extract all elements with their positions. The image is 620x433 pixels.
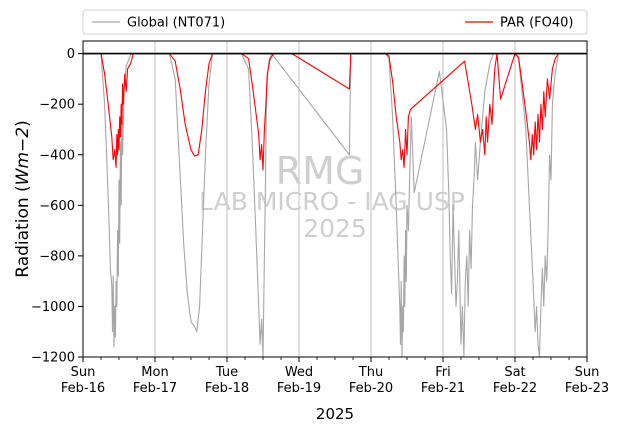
x-tick-day: Wed: [285, 365, 313, 380]
legend-label-global: Global (NT071): [127, 16, 225, 31]
y-axis-label-unit: Wm−2: [13, 127, 33, 185]
y-tick-label: −200: [39, 98, 75, 113]
x-tick-date: Feb-20: [349, 381, 393, 396]
x-tick-date: Feb-17: [133, 381, 177, 396]
x-tick-day: Sat: [504, 365, 525, 380]
x-tick-day: Sun: [71, 365, 96, 380]
y-tick-label: 0: [67, 47, 75, 62]
y-tick-label: −400: [39, 148, 75, 163]
x-tick-date: Feb-23: [565, 381, 609, 396]
legend-box: [82, 9, 588, 35]
legend: Global (NT071) PAR (FO40): [82, 9, 588, 35]
x-tick-date: Feb-18: [205, 381, 249, 396]
x-tick-date: Feb-16: [61, 381, 105, 396]
y-axis: 0 −200 −400 −600 −800 −1000 −1200: [31, 47, 83, 366]
y-axis-label-close: ): [13, 120, 33, 127]
y-tick-label: −1000: [31, 300, 75, 315]
y-tick-label: −600: [39, 199, 75, 214]
watermark-line-2: LAB MICRO - IAG USP: [199, 187, 465, 216]
y-axis-label-main: Radiation (: [13, 185, 33, 277]
x-tick-day: Mon: [141, 365, 168, 380]
y-axis-label: Radiation (Wm−2): [13, 120, 33, 277]
x-tick-date: Feb-22: [493, 381, 537, 396]
watermark-line-3: 2025: [303, 214, 367, 243]
x-tick-day: Tue: [215, 365, 238, 380]
y-tick-label: −1200: [31, 351, 75, 366]
x-tick-day: Fri: [435, 365, 451, 380]
grid-lines: [154, 41, 516, 357]
x-axis: SunFeb-16MonFeb-17TueFeb-18WedFeb-19ThuF…: [61, 357, 609, 396]
watermark-line-1: RMG: [276, 149, 365, 193]
watermark: RMG LAB MICRO - IAG USP 2025: [199, 149, 465, 243]
x-tick-day: Thu: [358, 365, 383, 380]
x-axis-label: 2025: [316, 405, 354, 423]
x-tick-day: Sun: [575, 365, 600, 380]
legend-label-par: PAR (FO40): [500, 16, 573, 31]
x-tick-date: Feb-21: [421, 381, 465, 396]
y-tick-label: −800: [39, 249, 75, 264]
x-tick-date: Feb-19: [277, 381, 321, 396]
